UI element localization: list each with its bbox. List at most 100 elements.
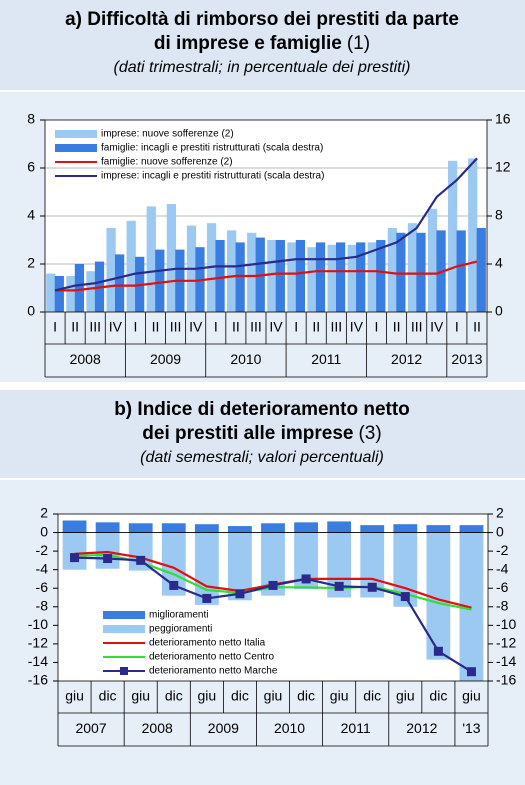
y2-tick-label: -12 (496, 635, 516, 651)
x-tick-label: dic (363, 688, 381, 704)
x-tick-label: II (71, 319, 79, 335)
x-group-label: 2007 (75, 720, 106, 736)
y2-tick-label: 0 (496, 523, 504, 539)
y2-tick-label: 0 (495, 303, 503, 319)
y-tick-label: 0 (27, 303, 35, 319)
legend-label: imprese: nuove sofferenze (2) (101, 129, 234, 140)
x-tick-label: III (170, 319, 182, 335)
x-tick-label: giu (131, 688, 150, 704)
bar (427, 208, 438, 312)
x-tick-label: II (152, 319, 160, 335)
x-tick-label: IV (109, 319, 123, 335)
point (400, 592, 410, 602)
bar (267, 240, 277, 312)
point (433, 646, 443, 656)
bar (161, 523, 186, 533)
y2-tick-label: 8 (495, 207, 503, 223)
y2-tick-label: -4 (496, 560, 509, 576)
legend-swatch (103, 611, 145, 619)
x-tick-label: II (473, 319, 481, 335)
y-tick-label: 0 (40, 523, 48, 539)
bar (95, 532, 120, 569)
bar (95, 522, 120, 533)
point (169, 580, 179, 590)
bar (360, 525, 385, 533)
title-line: di imprese e famiglie (154, 33, 342, 54)
x-group-label: 2012 (391, 351, 422, 367)
title-line: b) Indice di deterioramento netto (114, 399, 410, 420)
legend-label: deterioramento netto Italia (149, 638, 266, 649)
x-tick-label: IV (350, 319, 364, 335)
y2-tick-label: -16 (496, 672, 516, 688)
bar (393, 524, 418, 533)
bar (261, 523, 285, 533)
y-tick-label: -6 (36, 579, 49, 595)
legend-label: imprese: incagli e prestiti ristrutturat… (101, 171, 324, 182)
bar (228, 526, 252, 533)
bar (407, 223, 418, 312)
x-group-label: 2008 (70, 351, 101, 367)
bar (155, 249, 165, 312)
chart-subtitle: (dati semestrali; valori percentuali) (140, 449, 384, 466)
y2-tick-label: 12 (495, 159, 511, 175)
bar (126, 220, 136, 312)
y2-tick-label: 4 (495, 255, 503, 271)
bar (46, 273, 56, 312)
bar (376, 240, 386, 312)
y2-tick-label: 2 (496, 505, 504, 521)
y2-tick-label: -2 (496, 542, 509, 558)
bar (295, 240, 306, 312)
legend-label: deterioramento netto Centro (149, 652, 275, 663)
y-tick-label: -14 (28, 653, 48, 669)
bar (356, 242, 366, 312)
x-tick-label: I (133, 319, 137, 335)
point (70, 553, 80, 563)
bar (74, 264, 85, 312)
x-tick-label: II (393, 319, 401, 335)
bar (215, 240, 225, 312)
y-tick-label: 2 (27, 255, 35, 271)
bar (367, 242, 377, 312)
y-tick-label: 6 (27, 159, 35, 175)
x-tick-label: II (312, 319, 320, 335)
chart-title: b) Indice di deterioramento netto (114, 399, 410, 420)
line (54, 157, 478, 292)
bar (396, 232, 406, 312)
x-group-label: 2011 (311, 351, 341, 367)
title-band (0, 0, 525, 90)
bar (62, 532, 87, 570)
bar (327, 521, 352, 533)
bar (335, 242, 346, 312)
y2-tick-label: -10 (496, 616, 516, 632)
chart-subtitle: (dati trimestrali; in percentuale dei pr… (113, 59, 410, 76)
x-tick-label: dic (429, 688, 447, 704)
x-tick-label: III (330, 319, 342, 335)
bar (294, 532, 318, 590)
point (136, 555, 146, 565)
bar (468, 158, 478, 312)
title-line: a) Difficoltà di rimborso dei prestiti d… (65, 9, 459, 30)
y-tick-label: 4 (27, 207, 35, 223)
bar (166, 204, 176, 312)
x-group-label: 2010 (230, 351, 261, 367)
x-tick-label: dic (297, 688, 315, 704)
x-tick-label: IV (269, 319, 283, 335)
x-tick-label: giu (330, 688, 349, 704)
bar (114, 254, 125, 312)
bar (106, 228, 116, 312)
x-group-label: 2011 (341, 720, 371, 736)
point (268, 580, 278, 590)
legend-swatch (103, 625, 145, 633)
x-tick-label: III (250, 319, 262, 335)
bar (294, 522, 318, 533)
x-tick-label: dic (99, 688, 117, 704)
point (367, 582, 377, 592)
y2-tick-label: -6 (496, 579, 509, 595)
chart-title: di imprese e famiglie (1) (154, 33, 370, 54)
legend-swatch (55, 130, 97, 138)
y-tick-label: -16 (28, 672, 48, 688)
x-tick-label: giu (462, 688, 481, 704)
plot-frame (57, 513, 489, 682)
x-tick-label: I (294, 319, 298, 335)
